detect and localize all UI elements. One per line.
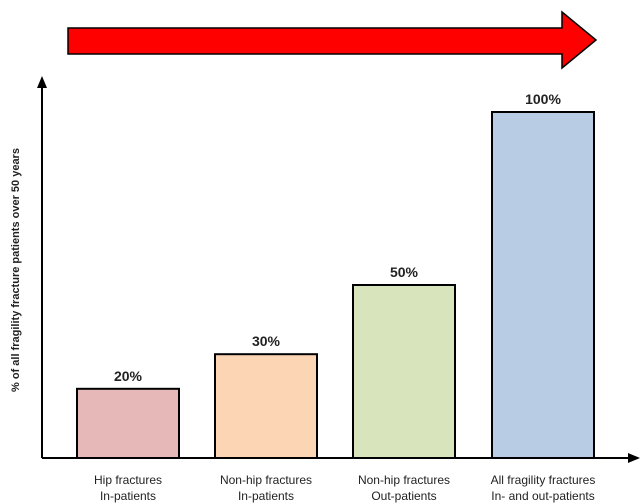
x-axis-arrowhead [628,453,640,463]
x-tick-label: In-patients [238,489,294,503]
x-tick-label: Non-hip fractures [358,473,450,487]
x-tick-label: In- and out-patients [491,489,594,503]
bar-value-label: 50% [390,264,419,280]
y-axis-arrowhead [37,76,47,88]
y-axis-label: % of all fragility fracture patients ove… [10,148,22,392]
x-tick-label: All fragility fractures [491,473,596,487]
bars-group: 20% Hip fractures In-patients 30% Non-hip fr… [76,91,596,503]
bar-value-label: 100% [525,91,561,107]
bar-1 [76,387,180,459]
x-tick-label: Hip fractures [94,473,162,487]
bar-value-label: 30% [252,333,281,349]
bar-3 [352,284,456,459]
bar-4 [491,111,595,459]
x-tick-label: Out-patients [371,489,436,503]
x-tick-label: Non-hip fractures [220,473,312,487]
bar-2 [214,353,318,460]
bar-value-label: 20% [114,368,143,384]
x-tick-label: In-patients [100,489,156,503]
trend-arrow [67,10,598,70]
